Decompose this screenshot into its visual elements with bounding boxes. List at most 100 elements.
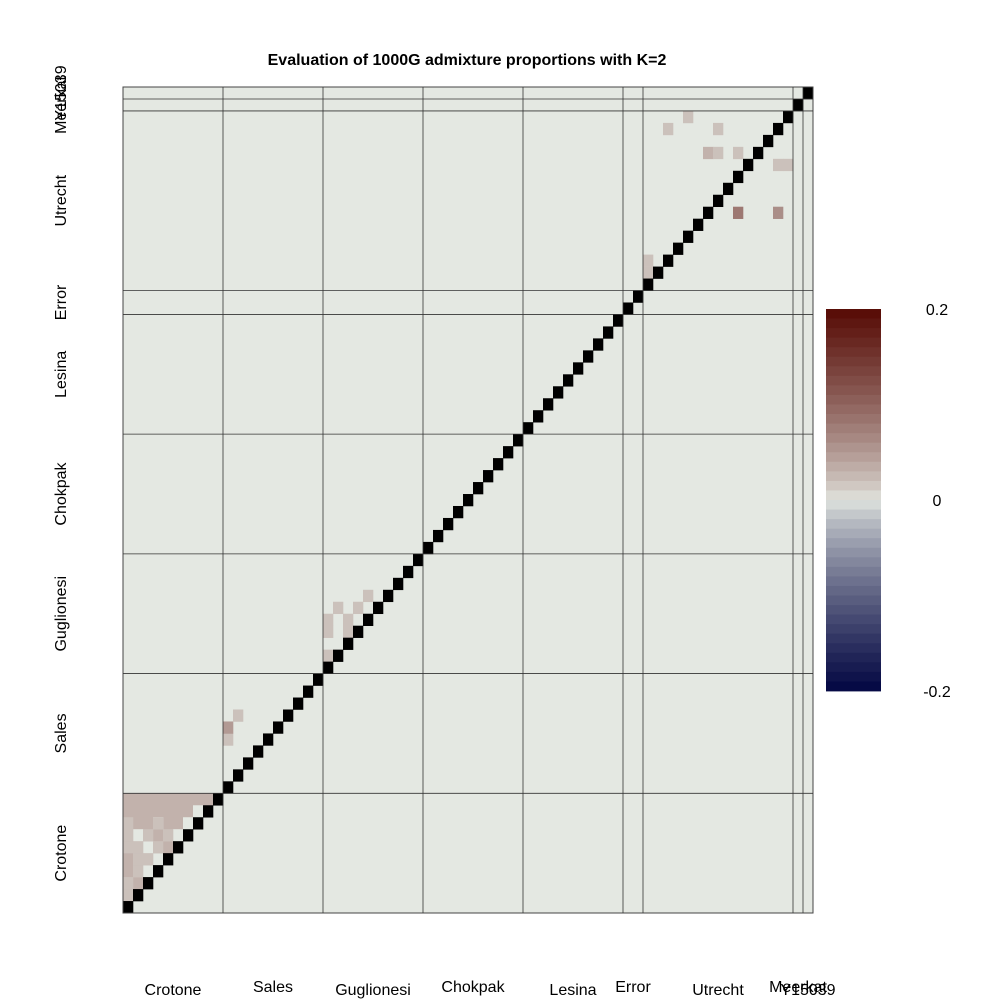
colorbar-swatch — [826, 576, 881, 587]
x-label-crotone: Crotone — [145, 982, 202, 999]
heatmap-cell — [363, 589, 374, 603]
diagonal-cell — [503, 446, 514, 459]
colorbar-swatch — [826, 318, 881, 329]
x-label-y15039: Y15039 — [780, 982, 835, 999]
diagonal-cell — [663, 254, 674, 267]
colorbar-swatch — [826, 480, 881, 491]
heatmap-cell — [133, 805, 144, 818]
diagonal-cell — [793, 98, 804, 112]
diagonal-cell — [283, 709, 294, 722]
diagonal-cell — [613, 314, 624, 327]
y-label-y15039: Y15039 — [53, 65, 70, 120]
heatmap-cell — [153, 853, 164, 866]
heatmap-cell — [153, 817, 164, 830]
diagonal-cell — [643, 278, 654, 291]
diagonal-cell — [123, 901, 134, 914]
heatmap-cell — [153, 805, 164, 818]
diagonal-cell — [573, 362, 584, 375]
diagonal-cell — [543, 398, 554, 411]
heatmap-cell — [773, 158, 784, 172]
colorbar-swatch — [826, 356, 881, 367]
diagonal-cell — [443, 517, 454, 531]
diagonal-cell — [293, 697, 304, 710]
colorbar-swatch — [826, 566, 881, 577]
colorbar-swatch — [826, 433, 881, 444]
heatmap-cell — [353, 601, 364, 615]
heatmap-cell — [323, 625, 334, 638]
diagonal-cell — [313, 673, 324, 686]
colorbar-swatch — [826, 337, 881, 348]
colorbar-swatch — [826, 347, 881, 358]
diagonal-cell — [713, 194, 724, 208]
diagonal-cell — [143, 877, 154, 890]
y-label-sales: Sales — [53, 713, 70, 753]
heatmap-cell — [143, 865, 154, 878]
colorbar-swatch — [826, 500, 881, 510]
group-boundaries — [122, 86, 814, 914]
colorbar-swatch — [826, 681, 881, 692]
heatmap-cell — [193, 793, 204, 806]
diagonal-cell — [593, 338, 604, 351]
heatmap-cell — [183, 793, 194, 806]
colorbar-swatch — [826, 585, 881, 596]
heatmap-cell — [163, 841, 174, 854]
colorbar-swatch — [826, 652, 881, 663]
heatmap-cell — [233, 709, 244, 722]
diagonal-cell — [413, 553, 424, 567]
colorbar-swatch — [826, 538, 881, 549]
y-label-chokpak: Chokpak — [53, 461, 70, 525]
diagonal-cell — [473, 482, 484, 495]
diagonal-cell — [343, 637, 354, 650]
colorbar-swatch — [826, 452, 881, 463]
diagonal-cell — [453, 505, 464, 519]
heatmap-cell — [123, 853, 134, 866]
heatmap-cell — [223, 733, 234, 746]
heatmap-cell — [123, 841, 134, 854]
colorbar-swatch — [826, 471, 881, 482]
colorbar-swatch — [826, 614, 881, 625]
heatmap-cell — [163, 817, 174, 830]
heatmap-cell — [173, 793, 184, 806]
heatmap-cell — [133, 829, 144, 842]
diagonal-cell — [393, 577, 404, 591]
diagonal-cell — [733, 170, 744, 184]
colorbar-swatch — [826, 605, 881, 615]
heatmap-cell — [143, 841, 154, 854]
diagonal-cell — [383, 589, 394, 603]
diagonal-cell — [173, 841, 184, 854]
diagonal-cell — [553, 386, 564, 399]
heatmap-cell — [133, 865, 144, 878]
diagonal-cell — [783, 110, 794, 124]
heatmap-cell — [733, 206, 744, 219]
heatmap-cell — [133, 877, 144, 890]
heatmap-cell — [123, 877, 134, 890]
heatmap-cell — [323, 649, 334, 662]
heatmap-cell — [783, 158, 794, 172]
colorbar-swatch — [826, 662, 881, 673]
diagonal-cell — [763, 134, 774, 148]
heatmap-cell — [143, 853, 154, 866]
x-label-meerkat: Meerkat — [769, 979, 827, 996]
diagonal-cell — [373, 601, 384, 615]
heatmap-cell — [643, 254, 654, 267]
heatmap-cell — [193, 805, 204, 818]
y-label-error: Error — [53, 284, 70, 320]
diagonal-cell — [433, 529, 444, 543]
heatmap-cell — [143, 829, 154, 842]
heatmap-cell — [123, 793, 134, 806]
diagonal-cell — [743, 158, 754, 172]
colorbar-swatch — [826, 557, 881, 568]
x-label-lesina: Lesina — [549, 982, 596, 999]
diagonal-cell — [303, 685, 314, 698]
y-group-labels: Crotone Sales Guglionesi Chokpak Lesina Error… — [53, 65, 70, 881]
diagonal-cell — [753, 146, 764, 160]
colorbar-swatch — [826, 404, 881, 415]
colorbar-swatch — [826, 328, 881, 339]
diagonal-cell — [673, 242, 684, 255]
colorbar-swatch — [826, 309, 881, 319]
heatmap-cell — [343, 613, 354, 626]
diagonal-cell — [363, 613, 374, 626]
diagonal-cell — [693, 218, 704, 231]
heatmap-cell — [153, 793, 164, 806]
diagonal-cell — [623, 302, 634, 315]
